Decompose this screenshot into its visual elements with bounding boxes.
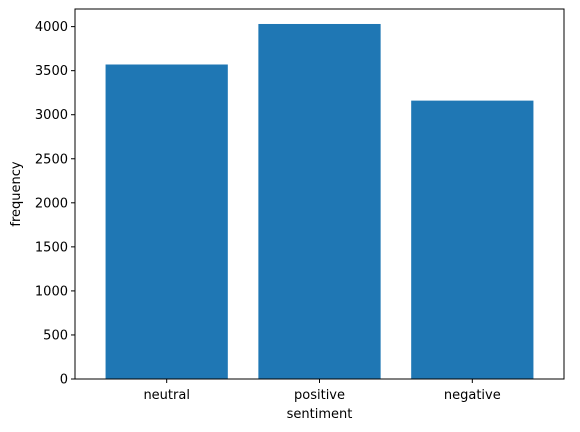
x-tick-label-negative: negative [444,388,501,403]
y-tick-label: 3500 [35,64,68,79]
x-tick-label-neutral: neutral [143,388,190,403]
bars-group [105,23,534,379]
x-axis-ticks: neutral positive negative [143,379,501,403]
plot-frame [74,8,565,380]
bar-neutral [105,64,228,379]
y-tick-label: 1500 [35,240,68,255]
x-tick-label-positive: positive [294,388,345,403]
y-axis-ticks: 0 500 1000 1500 2000 2500 3000 3500 4000 [35,20,75,388]
y-tick-label: 2500 [35,152,68,167]
bar-positive [258,23,381,379]
bar-negative [411,100,534,379]
y-axis-label: frequency [9,161,24,227]
y-tick-label: 4000 [35,20,68,35]
y-tick-label: 1000 [35,284,68,299]
y-tick-label: 0 [60,373,68,388]
x-axis-label: sentiment [287,407,353,422]
y-tick-label: 2000 [35,196,68,211]
y-tick-label: 3000 [35,108,68,123]
y-tick-label: 500 [43,328,68,343]
